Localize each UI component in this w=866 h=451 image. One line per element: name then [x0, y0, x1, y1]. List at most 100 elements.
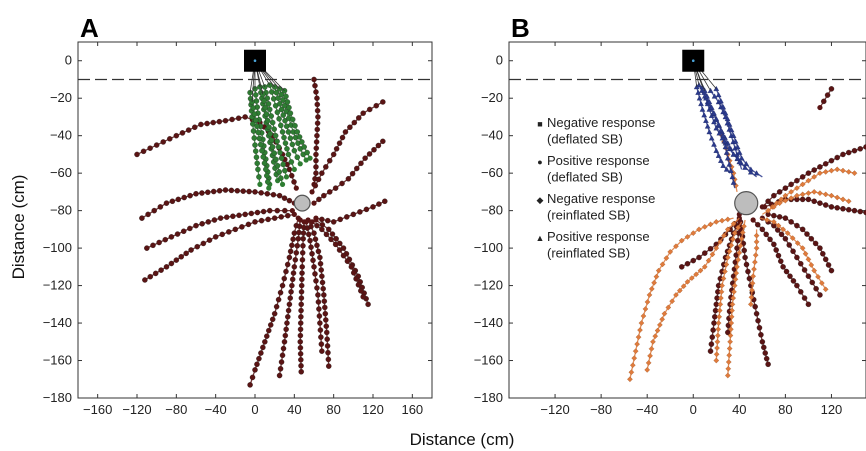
- panel-a-negative-deflated-point: [313, 170, 319, 176]
- panel-a-negative-deflated-point: [330, 219, 337, 225]
- panel-a-negative-deflated-point: [297, 217, 303, 223]
- panel-b-negative-reinflated-point: [730, 220, 737, 227]
- panel-b-negative-deflated-point: [771, 212, 777, 219]
- panel-b-negative-deflated-point: [765, 211, 771, 217]
- panel-b-negative-reinflated-point: [737, 242, 744, 249]
- panel-b-negative-reinflated-track: [762, 191, 849, 215]
- panel-b-negative-reinflated-point: [845, 198, 852, 205]
- panel-b-negative-deflated-point: [771, 192, 777, 199]
- panel-b-negative-reinflated-point: [784, 230, 791, 236]
- panel-a-positive-deflated-point: [278, 91, 285, 98]
- panel-b-positive-reinflated-point: [729, 173, 736, 180]
- panel-a-negative-deflated-point: [291, 211, 297, 217]
- panel-b-negative-deflated-point: [758, 332, 764, 338]
- panel-b-negative-reinflated-point: [729, 301, 736, 308]
- panel-a-positive-deflated-point: [304, 149, 310, 156]
- panel-a-negative-deflated-point: [277, 289, 284, 296]
- panel-a-negative-deflated-point: [313, 164, 319, 170]
- panel-a-negative-deflated-point: [314, 120, 321, 126]
- panel-a-negative-deflated-point: [325, 356, 332, 363]
- panel-a-x-tick-label: 120: [362, 402, 384, 417]
- panel-a-negative-deflated-point: [345, 176, 352, 182]
- panel-b-negative-reinflated-point: [722, 268, 728, 275]
- panel-b-negative-reinflated-point: [727, 332, 734, 339]
- panel-b-positive-reinflated-point: [715, 152, 722, 158]
- panel-b-negative-deflated-point: [771, 241, 777, 248]
- panel-b-y-tick-label: 0: [496, 53, 503, 68]
- panel-a-negative-deflated-track: [144, 213, 295, 281]
- panel-b-negative-reinflated-point: [629, 362, 636, 369]
- panel-a-positive-deflated-point: [273, 89, 280, 96]
- panel-b-negative-reinflated-point: [782, 197, 789, 204]
- legend-symbol-1: ●: [537, 157, 542, 167]
- panel-b-negative-reinflated-point: [684, 234, 691, 240]
- panel-a-negative-deflated-point: [142, 277, 148, 283]
- panel-b-negative-reinflated-point: [730, 295, 736, 301]
- panel-a-positive-deflated-point: [307, 155, 313, 161]
- panel-a-positive-deflated-point: [284, 146, 290, 152]
- panel-a-negative-deflated-point: [313, 145, 320, 151]
- panel-a-negative-deflated-point: [289, 276, 296, 283]
- legend-entry-2-line-1: (reinflated SB): [547, 207, 630, 222]
- legend-entry-1-line-1: (deflated SB): [547, 169, 623, 184]
- panel-a-positive-deflated-point: [255, 129, 261, 136]
- panel-b-x-tick-label: 0: [690, 402, 697, 417]
- panel-b-negative-reinflated-point: [828, 167, 835, 174]
- panel-b-negative-deflated-point: [708, 341, 715, 347]
- panel-b-negative-reinflated-point: [651, 279, 657, 286]
- panel-a-positive-deflated-point: [276, 169, 283, 175]
- panel-a-positive-deflated-point: [279, 181, 286, 187]
- panel-b-negative-reinflated-point: [776, 200, 783, 206]
- panel-a-negative-deflated-point: [264, 191, 271, 197]
- panel-b-negative-reinflated-point: [750, 273, 756, 280]
- panel-a-negative-deflated-point: [311, 230, 317, 236]
- panel-b-negative-reinflated-point: [822, 169, 829, 175]
- panel-a-negative-deflated-point: [312, 271, 318, 277]
- panel-b-positive-reinflated-point: [732, 138, 739, 144]
- panel-a-negative-deflated-point: [289, 242, 295, 249]
- panel-a-negative-deflated-point: [348, 264, 355, 270]
- panel-a-positive-deflated-point: [294, 154, 301, 160]
- panel-a-positive-deflated-point: [271, 150, 278, 156]
- panel-b-positive-reinflated-point: [747, 166, 754, 172]
- panel-b-positive-reinflated-point: [738, 155, 745, 161]
- panel-a-negative-deflated-point: [180, 228, 187, 234]
- panel-a-negative-deflated-point: [282, 207, 288, 214]
- panel-b-positive-reinflated-point: [730, 132, 737, 138]
- panel-b-negative-reinflated-point: [780, 226, 786, 233]
- panel-b-negative-deflated-point: [813, 285, 819, 292]
- panel-a-negative-deflated-point: [283, 326, 289, 333]
- panel-a-negative-deflated-point: [287, 295, 293, 301]
- panel-b-negative-deflated-point: [817, 200, 823, 206]
- panel-a-negative-deflated-point: [313, 278, 319, 284]
- panel-a-negative-deflated-point: [256, 355, 262, 362]
- panel-a-positive-deflated-point: [261, 160, 268, 166]
- panel-a-negative-deflated-point: [321, 192, 327, 199]
- panel-a-negative-deflated-point: [313, 157, 319, 164]
- panel-a-negative-deflated-point: [279, 282, 286, 289]
- panel-a-negative-deflated-point: [254, 361, 260, 368]
- panel-a-positive-deflated-point: [287, 110, 294, 116]
- panel-b-negative-reinflated-point: [634, 341, 640, 347]
- panel-a-y-tick-label: −60: [50, 165, 72, 180]
- legend-symbol-3: ▲: [536, 233, 545, 243]
- panel-a-negative-deflated-point: [319, 216, 325, 223]
- panel-b-positive-reinflated-point: [726, 161, 733, 167]
- panel-a-negative-deflated-point: [358, 160, 364, 167]
- panel-b-negative-reinflated-point: [764, 217, 770, 223]
- panel-a-negative-deflated-point: [317, 327, 324, 333]
- panel-b-negative-deflated-point: [825, 262, 832, 268]
- panel-b-negative-reinflated-point: [680, 283, 687, 290]
- panel-b-negative-reinflated-point: [713, 219, 720, 225]
- panel-a-negative-deflated-point: [318, 334, 324, 340]
- panel-a-positive-deflated-point: [280, 112, 287, 118]
- panel-b-negative-deflated-point: [767, 236, 773, 243]
- panel-a-positive-deflated-point: [254, 160, 260, 167]
- panel-b-negative-reinflated-point: [715, 332, 721, 339]
- panel-a-negative-deflated-point: [299, 250, 306, 256]
- panel-a-negative-deflated-point: [319, 221, 326, 228]
- panel-a-negative-deflated-point: [246, 188, 252, 195]
- panel-a-x-tick-label: 0: [251, 402, 258, 417]
- panel-b-negative-reinflated-point: [736, 249, 743, 256]
- panel-a-negative-deflated-point: [234, 188, 241, 194]
